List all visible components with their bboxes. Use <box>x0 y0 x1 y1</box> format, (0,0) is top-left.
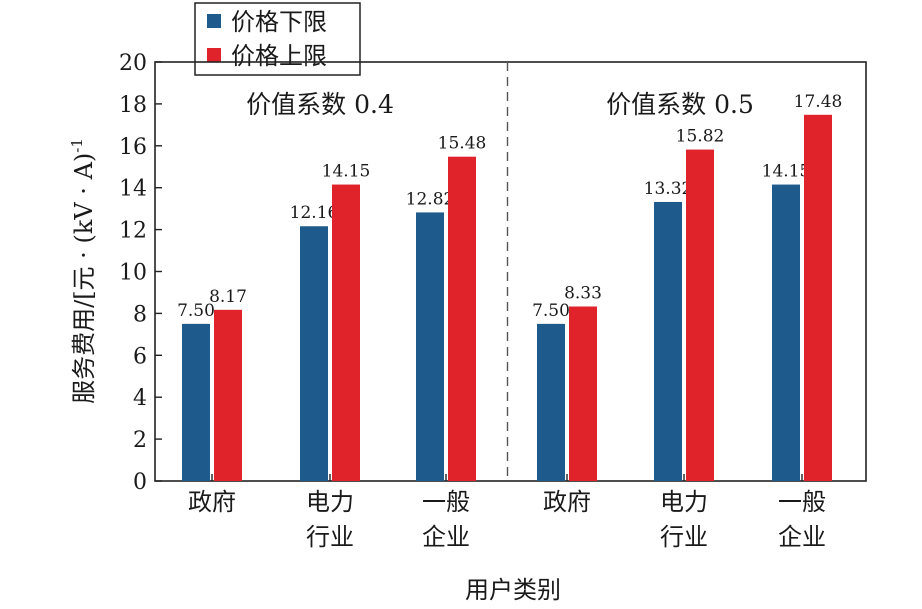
group-label: 价值系数 0.4 <box>246 90 394 119</box>
y-tick-label: 8 <box>133 302 147 327</box>
data-label-upper: 15.48 <box>438 134 487 154</box>
x-axis-title: 用户类别 <box>465 576 561 604</box>
legend: 价格下限 价格上限 <box>194 2 361 76</box>
plot-frame <box>154 61 867 482</box>
category-label: 行业 <box>660 523 708 551</box>
bar-lower <box>772 184 800 481</box>
bar-lower <box>537 323 565 481</box>
y-tick-label: 6 <box>133 344 147 369</box>
bar-upper <box>686 149 714 482</box>
y-axis-title-text: 服务费用/[元 · (kV · A) <box>70 153 98 404</box>
category-label: 行业 <box>306 523 354 551</box>
category-label: 电力 <box>660 488 708 516</box>
data-label-upper: 8.33 <box>564 283 602 303</box>
bar-lower <box>654 201 682 482</box>
data-label-upper: 17.48 <box>794 92 843 112</box>
bar-upper <box>214 309 242 481</box>
data-label-upper: 14.15 <box>322 162 371 182</box>
data-label-upper: 8.17 <box>209 287 247 307</box>
y-tick-label: 14 <box>119 177 147 202</box>
legend-swatch-lower <box>207 14 221 28</box>
category-label: 政府 <box>188 488 236 516</box>
group-label: 价值系数 0.5 <box>606 90 754 119</box>
category-label: 一般 <box>422 488 470 516</box>
category-label: 企业 <box>422 523 470 551</box>
bar-upper <box>332 184 360 481</box>
y-tick-label: 20 <box>119 51 147 76</box>
bar-lower <box>182 323 210 481</box>
data-label-lower: 14.15 <box>762 162 811 182</box>
y-axis-title-superscript: -1 <box>68 138 86 153</box>
data-label-lower: 12.16 <box>290 203 339 223</box>
category-label: 企业 <box>778 523 826 551</box>
y-tick-label: 12 <box>119 219 147 244</box>
legend-swatch-upper <box>207 48 221 62</box>
bar-lower <box>416 212 444 481</box>
category-label: 政府 <box>543 488 591 516</box>
data-label-lower: 13.32 <box>644 179 693 199</box>
bar-upper <box>804 114 832 481</box>
y-tick-label: 18 <box>119 93 147 118</box>
legend-label-lower: 价格下限 <box>231 8 327 36</box>
data-label-lower: 7.50 <box>177 301 215 321</box>
y-tick-label: 4 <box>133 386 147 411</box>
category-label: 一般 <box>778 488 826 516</box>
y-axis-title: 服务费用/[元 · (kV · A)-1 <box>68 138 98 404</box>
bar-upper <box>569 306 597 481</box>
data-label-lower: 12.82 <box>406 189 455 209</box>
bar-lower <box>300 226 328 481</box>
y-tick-label: 0 <box>133 470 147 495</box>
legend-label-upper: 价格上限 <box>231 42 327 70</box>
category-label: 电力 <box>306 488 354 516</box>
y-tick-label: 10 <box>119 261 147 286</box>
y-tick-label: 2 <box>133 428 147 453</box>
y-tick-label: 16 <box>119 135 147 160</box>
data-label-upper: 15.82 <box>676 127 725 147</box>
legend-box <box>194 2 361 76</box>
bar-upper <box>448 156 476 481</box>
data-label-lower: 7.50 <box>532 301 570 321</box>
